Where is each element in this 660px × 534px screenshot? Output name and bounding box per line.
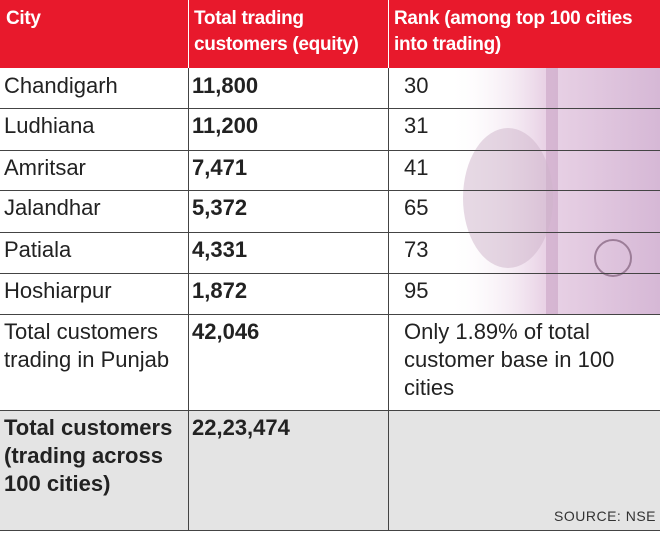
row-divider	[0, 232, 660, 233]
total-row-bg	[0, 410, 660, 530]
rank-cell: 41	[404, 155, 429, 180]
header-divider	[388, 0, 389, 68]
header-cell: Rank (among top 100 cities into trading)	[388, 0, 660, 68]
rank-cell: 95	[404, 278, 429, 303]
customers-cell: 11,800	[192, 73, 259, 98]
city-cell: Jalandhar	[4, 195, 101, 220]
customers-cell: 42,046	[192, 319, 260, 344]
rank-cell: Only 1.89% of total customer base in 100…	[404, 319, 615, 400]
city-cell: Total customers trading in Punjab	[4, 319, 170, 372]
row-divider	[0, 410, 660, 411]
city-cell: Hoshiarpur	[4, 278, 112, 303]
row-divider	[0, 108, 660, 109]
header-cell: City	[0, 0, 188, 68]
city-cell: Total customers (trading across 100 citi…	[4, 415, 173, 496]
header-cell: Total trading customers (equity)	[188, 0, 388, 68]
customers-cell: 22,23,474	[192, 415, 290, 440]
customers-cell: 4,331	[192, 237, 248, 262]
city-cell: Ludhiana	[4, 113, 95, 138]
row-divider	[0, 314, 660, 315]
rank-cell: 65	[404, 195, 429, 220]
source: SOURCE: NSE	[554, 508, 656, 524]
city-cell: Chandigarh	[4, 73, 118, 98]
rank-cell: 31	[404, 113, 429, 138]
customers-cell: 7,471	[192, 155, 248, 180]
column-divider	[188, 68, 189, 530]
rank-cell: 73	[404, 237, 429, 262]
row-divider	[0, 190, 660, 191]
note-portrait	[463, 128, 553, 268]
rank-cell: 30	[404, 73, 429, 98]
note-emblem	[594, 239, 632, 277]
city-cell: Patiala	[4, 237, 72, 262]
row-divider	[0, 530, 660, 531]
customers-cell: 5,372	[192, 195, 248, 220]
city-cell: Amritsar	[4, 155, 86, 180]
column-divider	[388, 68, 389, 530]
row-divider	[0, 150, 660, 151]
customers-cell: 1,872	[192, 278, 248, 303]
customers-cell: 11,200	[192, 113, 259, 138]
row-divider	[0, 273, 660, 274]
header-divider	[188, 0, 189, 68]
